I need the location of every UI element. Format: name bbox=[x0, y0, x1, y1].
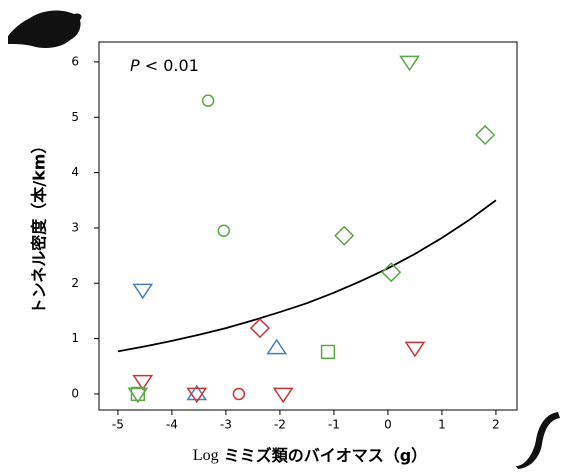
y-axis-label: トンネル密度（本/km） bbox=[30, 138, 49, 315]
annotation: P < 0.01 bbox=[130, 56, 199, 75]
y-tick-label: 4 bbox=[71, 165, 79, 179]
x-tick-label: -4 bbox=[166, 418, 178, 432]
x-tick-label: -3 bbox=[220, 418, 232, 432]
point bbox=[401, 56, 419, 70]
point bbox=[233, 388, 244, 399]
point bbox=[203, 95, 214, 106]
plot-frame bbox=[99, 42, 517, 410]
annotation-rest: < 0.01 bbox=[145, 56, 199, 75]
x-tick-label: 0 bbox=[384, 418, 392, 432]
point bbox=[406, 342, 424, 356]
y-tick-label: 6 bbox=[71, 54, 79, 68]
x-tick-label: 2 bbox=[492, 418, 500, 432]
chart: P < 0.01 Log ミミズ類のバイオマス（g） トンネル密度（本/km） … bbox=[0, 0, 568, 469]
point bbox=[335, 227, 353, 245]
x-tick-label: -1 bbox=[328, 418, 340, 432]
point bbox=[274, 388, 292, 402]
fit-curve bbox=[118, 200, 496, 351]
x-axis-label: Log ミミズ類のバイオマス（g） bbox=[193, 446, 427, 465]
x-label-main: ミミズ類のバイオマス（g） bbox=[224, 446, 427, 465]
point bbox=[476, 126, 494, 144]
point bbox=[134, 284, 152, 298]
y-tick-label: 3 bbox=[71, 220, 79, 234]
mole-icon bbox=[8, 11, 82, 48]
worm-icon bbox=[516, 412, 560, 469]
x-tick-label: -2 bbox=[274, 418, 286, 432]
y-tick-label: 1 bbox=[71, 331, 79, 345]
annotation-italic: P bbox=[130, 56, 140, 75]
y-tick-label: 0 bbox=[71, 386, 79, 400]
x-tick-label: 1 bbox=[438, 418, 446, 432]
y-tick-label: 5 bbox=[71, 110, 79, 124]
y-tick-label: 2 bbox=[71, 276, 79, 290]
point bbox=[268, 340, 286, 354]
x-label-prefix: Log bbox=[193, 447, 219, 464]
x-tick-label: -5 bbox=[112, 418, 124, 432]
point bbox=[218, 225, 229, 236]
point bbox=[251, 319, 269, 337]
point bbox=[322, 345, 335, 358]
